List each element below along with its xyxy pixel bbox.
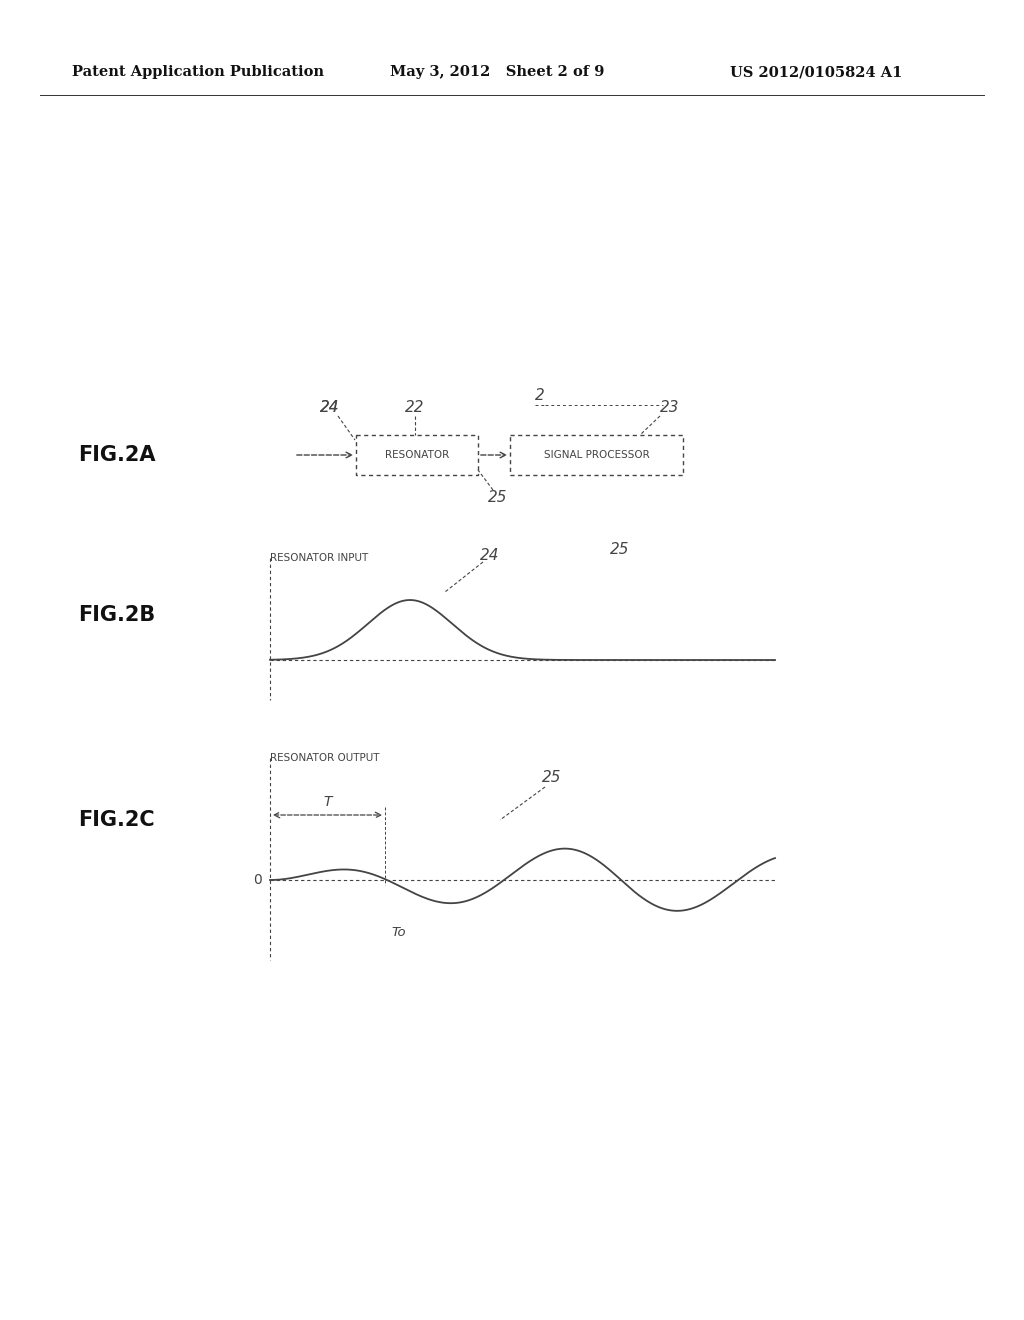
Text: 24: 24 [480,548,500,562]
Text: 25: 25 [610,543,630,557]
Text: 22: 22 [406,400,425,416]
Text: FIG.2C: FIG.2C [78,810,155,830]
Text: US 2012/0105824 A1: US 2012/0105824 A1 [730,65,902,79]
Text: 23: 23 [660,400,680,416]
Text: Patent Application Publication: Patent Application Publication [72,65,324,79]
Text: 24: 24 [321,400,340,416]
Text: RESONATOR: RESONATOR [385,450,450,459]
Text: RESONATOR OUTPUT: RESONATOR OUTPUT [270,752,380,763]
Text: 25: 25 [543,771,562,785]
Text: May 3, 2012   Sheet 2 of 9: May 3, 2012 Sheet 2 of 9 [390,65,604,79]
Text: T: T [324,795,332,809]
Text: SIGNAL PROCESSOR: SIGNAL PROCESSOR [544,450,649,459]
Text: RESONATOR INPUT: RESONATOR INPUT [270,553,369,564]
Text: 25: 25 [488,491,508,506]
Text: 24: 24 [321,400,340,416]
Text: FIG.2B: FIG.2B [78,605,156,624]
Text: 0: 0 [254,873,262,887]
Text: FIG.2A: FIG.2A [78,445,156,465]
Text: 2: 2 [536,388,545,403]
Text: To: To [392,925,407,939]
